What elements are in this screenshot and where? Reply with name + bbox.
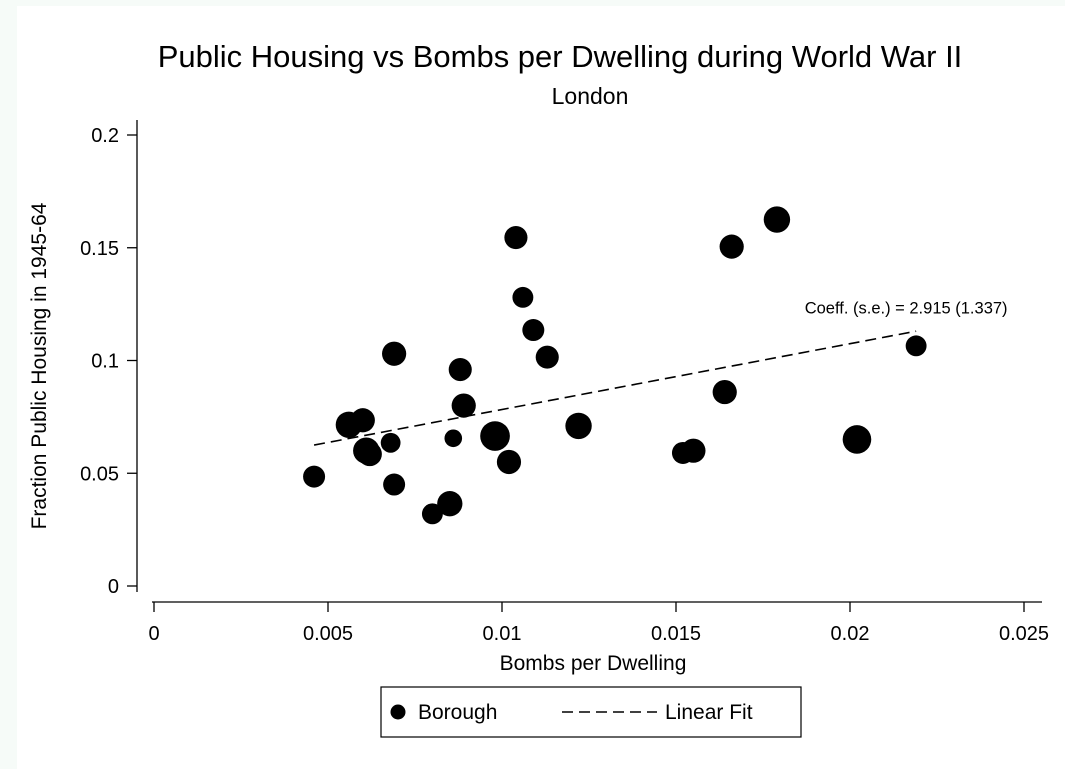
linear-fit-series [313, 330, 917, 446]
x-tick-label: 0.01 [483, 623, 522, 645]
borough-point [380, 432, 401, 453]
y-tick-label: 0.1 [91, 351, 119, 373]
y-tick-label: 0 [108, 576, 119, 598]
x-tick-label: 0 [148, 623, 159, 645]
borough-point [905, 335, 927, 357]
borough-point [504, 226, 528, 250]
x-tick-label: 0.025 [999, 623, 1049, 645]
x-tick-label: 0.015 [651, 623, 701, 645]
borough-point [451, 393, 476, 418]
chart-title: Public Housing vs Bombs per Dwelling dur… [158, 39, 963, 74]
borough-point [444, 429, 463, 448]
y-tick-label: 0.05 [80, 463, 119, 485]
linear-fit-line [313, 330, 917, 446]
borough-point [522, 319, 545, 342]
borough-point [350, 408, 375, 433]
x-axis-label: Bombs per Dwelling [500, 652, 687, 675]
borough-point [421, 503, 443, 525]
legend-marker-circle [390, 704, 406, 720]
chart-subtitle: London [552, 83, 629, 109]
legend: Borough Linear Fit [380, 686, 802, 738]
legend-label-linear-fit: Linear Fit [665, 701, 753, 724]
y-axis-label: Fraction Public Housing in 1945-64 [28, 202, 51, 529]
y-tick-label: 0.15 [80, 238, 119, 260]
borough-point [382, 341, 407, 366]
borough-point [357, 441, 382, 467]
y-tick-label: 0.2 [91, 125, 119, 147]
borough-point [681, 438, 706, 463]
x-tick-label: 0.005 [303, 623, 353, 645]
y-axis-ticks: 0 0.05 0.1 0.15 0.2 [80, 125, 137, 598]
legend-label-borough: Borough [418, 701, 497, 724]
x-axis-ticks: 0 0.005 0.01 0.015 0.02 0.025 [148, 602, 1049, 645]
borough-point [565, 412, 592, 440]
borough-point [303, 465, 326, 488]
legend-box [380, 686, 802, 738]
borough-point [712, 379, 737, 405]
borough-point [383, 473, 406, 496]
borough-point [842, 425, 872, 454]
borough-point [480, 421, 510, 451]
borough-point [719, 234, 744, 259]
borough-series [303, 206, 927, 525]
x-tick-label: 0.02 [831, 623, 870, 645]
borough-point [437, 491, 463, 517]
borough-point [535, 345, 559, 369]
borough-point [448, 357, 472, 382]
borough-point [763, 206, 791, 233]
borough-point [512, 286, 534, 308]
borough-point [496, 449, 522, 475]
plot-panel [17, 6, 1065, 769]
coefficient-annotation: Coeff. (s.e.) = 2.915 (1.337) [805, 300, 1008, 318]
